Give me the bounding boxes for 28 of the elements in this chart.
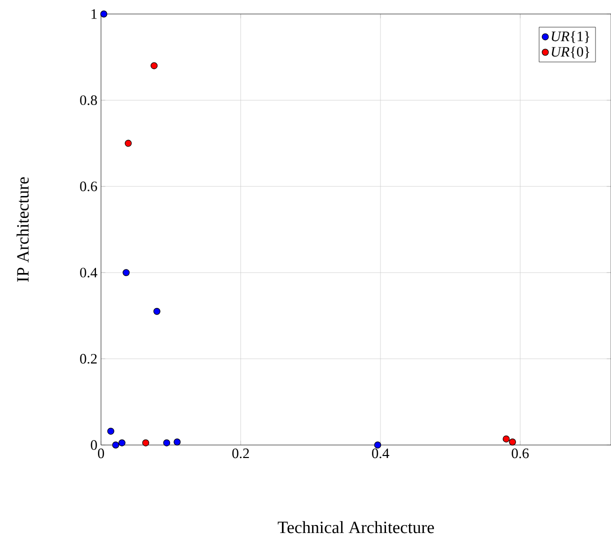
point: [153, 308, 160, 315]
point: [112, 442, 120, 448]
point: [502, 435, 510, 442]
x-axis-title: Technical Architecture: [278, 521, 434, 534]
point: [118, 439, 126, 446]
y-tick-label: 0.2: [80, 354, 97, 364]
point: [107, 428, 114, 435]
point: [150, 62, 158, 70]
y-tick-label: 0.4: [80, 268, 98, 278]
point: [142, 439, 150, 446]
point: [174, 438, 181, 446]
x-tick-label: 0.2: [232, 448, 249, 458]
point: [124, 140, 132, 147]
x-tick-label: 0.6: [512, 448, 529, 458]
y-tick-label: 1: [92, 9, 97, 19]
point: [374, 442, 382, 448]
point: [100, 10, 108, 18]
x-tick-label: 0.4: [372, 448, 390, 458]
y-axis-title: IP Architecture: [16, 177, 29, 282]
x-tick-label: 0: [98, 448, 104, 458]
point: [509, 438, 516, 446]
legend-label: UR{0}: [552, 46, 590, 58]
point: [122, 269, 130, 276]
y-tick-label: 0.6: [80, 182, 98, 192]
point: [163, 439, 170, 446]
y-tick-label: 0: [90, 440, 97, 450]
legend-label: UR{1}: [552, 31, 590, 43]
y-tick-label: 0.8: [80, 95, 97, 106]
